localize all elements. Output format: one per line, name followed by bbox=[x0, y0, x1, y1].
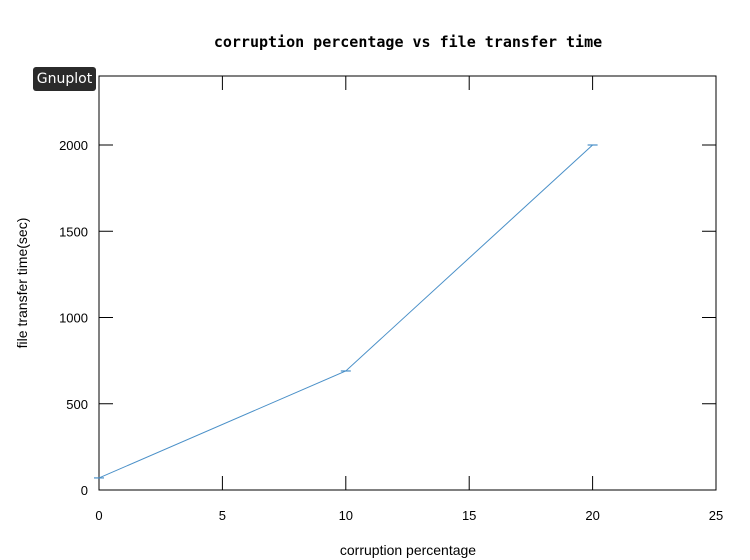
y-tick-label: 1000 bbox=[59, 311, 88, 326]
y-axis-label: file transfer time(sec) bbox=[14, 218, 30, 349]
x-tick-label: 25 bbox=[709, 508, 723, 523]
gnuplot-badge[interactable]: Gnuplot bbox=[33, 67, 96, 91]
x-tick-label: 10 bbox=[339, 508, 353, 523]
plot-border bbox=[98, 75, 717, 491]
chart-title: corruption percentage vs file transfer t… bbox=[214, 33, 602, 51]
y-tick-label: 500 bbox=[66, 397, 88, 412]
y-tick-label: 1500 bbox=[59, 224, 88, 239]
x-tick-label: 0 bbox=[95, 508, 102, 523]
axis-ticks: 0 5 10 15 20 25 0 500 1000 1500 2000 bbox=[59, 76, 723, 523]
x-tick-label: 20 bbox=[585, 508, 599, 523]
y-tick-label: 2000 bbox=[59, 138, 88, 153]
x-axis-label: corruption percentage bbox=[340, 542, 476, 558]
series-line bbox=[98, 144, 593, 479]
x-tick-label: 5 bbox=[219, 508, 226, 523]
y-tick-label: 0 bbox=[81, 483, 88, 498]
x-tick-label: 15 bbox=[462, 508, 476, 523]
series-group bbox=[94, 144, 598, 479]
